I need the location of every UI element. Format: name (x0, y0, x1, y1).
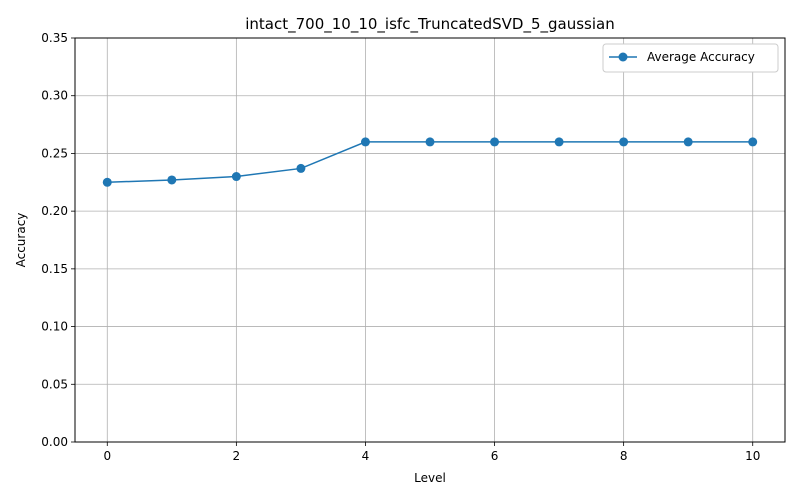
x-tick-label: 0 (103, 449, 111, 463)
y-tick-label: 0.10 (41, 320, 68, 334)
y-tick-label: 0.35 (41, 31, 68, 45)
y-tick-label: 0.05 (41, 377, 68, 391)
data-point (425, 137, 435, 147)
plot-frame (74, 37, 786, 443)
data-point (490, 137, 500, 147)
x-tick-label: 10 (745, 449, 760, 463)
x-tick-label: 6 (491, 449, 499, 463)
y-tick-label: 0.25 (41, 146, 68, 160)
legend-label: Average Accuracy (647, 50, 755, 64)
y-tick-label: 0.30 (41, 89, 68, 103)
data-point (167, 175, 177, 185)
data-point (554, 137, 564, 147)
y-tick-label: 0.00 (41, 435, 68, 449)
y-tick-label: 0.15 (41, 262, 68, 276)
y-axis-label: Accuracy (14, 213, 28, 268)
data-point (231, 172, 241, 182)
data-point (102, 177, 112, 187)
data-point (619, 137, 629, 147)
data-point (360, 137, 370, 147)
data-point (748, 137, 758, 147)
legend-marker-swatch (618, 52, 628, 62)
x-tick-label: 8 (620, 449, 628, 463)
y-axis-ticks: 0.00 0.05 0.10 0.15 0.20 0.25 0.30 0.35 (41, 31, 75, 449)
data-point (683, 137, 693, 147)
series-line (107, 141, 753, 184)
legend-box (602, 43, 779, 73)
x-tick-label: 2 (233, 449, 241, 463)
data-point (296, 163, 306, 173)
grid-lines (75, 37, 785, 443)
chart-title: intact_700_10_10_isfc_TruncatedSVD_5_gau… (245, 15, 615, 34)
x-tick-label: 4 (362, 449, 370, 463)
y-tick-label: 0.20 (41, 204, 68, 218)
legend: Average Accuracy (602, 43, 779, 73)
plot-area (102, 137, 758, 187)
x-axis-ticks: 0 2 4 6 8 10 (103, 442, 760, 463)
x-axis-label: Level (414, 471, 446, 485)
